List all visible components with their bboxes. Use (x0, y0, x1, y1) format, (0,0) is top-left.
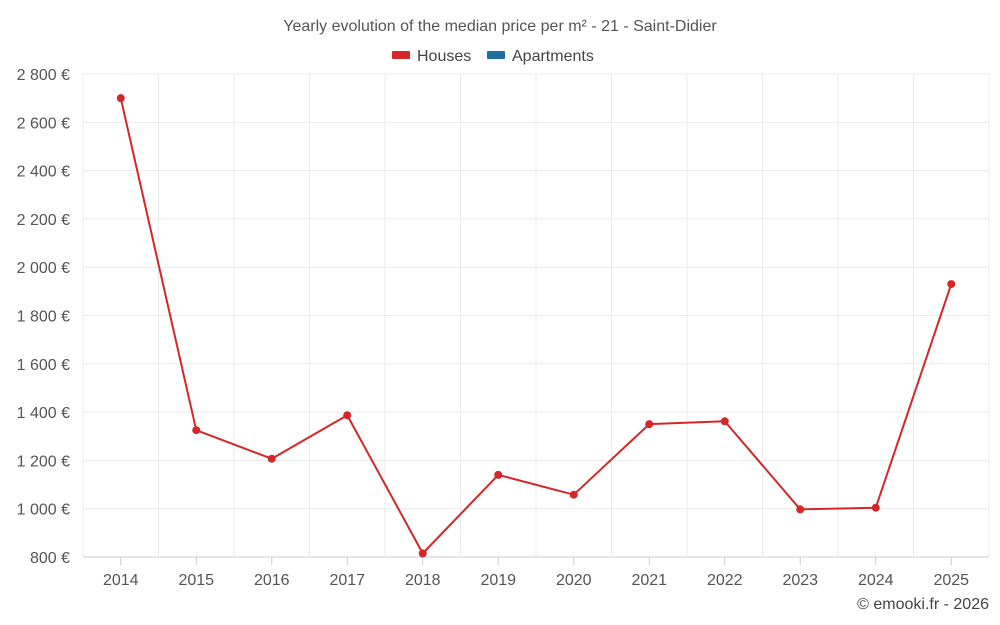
x-tick-label: 2014 (103, 572, 139, 589)
data-point[interactable] (947, 280, 956, 289)
legend[interactable]: Houses Apartments (392, 48, 594, 65)
data-point[interactable] (796, 505, 805, 514)
legend-item-apartments[interactable]: Apartments (487, 48, 594, 65)
x-tick-label: 2017 (329, 572, 365, 589)
y-tick-label: 1 000 € (17, 502, 70, 519)
data-point[interactable] (645, 420, 654, 429)
legend-label-houses: Houses (417, 48, 471, 65)
legend-label-apartments: Apartments (512, 48, 594, 65)
y-tick-label: 2 400 € (17, 164, 70, 181)
y-tick-label: 2 200 € (17, 212, 70, 229)
data-point[interactable] (720, 417, 729, 426)
data-point[interactable] (494, 470, 503, 479)
data-point[interactable] (418, 549, 427, 558)
x-tick-label: 2018 (405, 572, 441, 589)
x-tick-label: 2020 (556, 572, 592, 589)
legend-swatch-apartments (487, 51, 505, 59)
chart-title: Yearly evolution of the median price per… (283, 18, 717, 35)
grid (82, 73, 990, 558)
series-line-houses (119, 97, 953, 555)
x-tick-label: 2025 (933, 572, 969, 589)
y-tick-label: 1 400 € (17, 405, 70, 422)
x-tick-label: 2016 (254, 572, 290, 589)
legend-item-houses[interactable]: Houses (392, 48, 471, 65)
series-houses (116, 94, 956, 558)
y-tick-label: 1 600 € (17, 357, 70, 374)
y-tick-label: 800 € (30, 550, 70, 567)
y-tick-label: 2 800 € (17, 67, 70, 84)
y-tick-label: 2 000 € (17, 260, 70, 277)
y-tick-label: 1 200 € (17, 453, 70, 470)
x-tick-label: 2021 (631, 572, 667, 589)
data-point[interactable] (192, 426, 201, 435)
y-tick-label: 1 800 € (17, 309, 70, 326)
x-axis-ticks: 2014 2015 2016 2017 2018 2019 2020 2021 2022 2023… (103, 557, 969, 589)
x-tick-label: 2023 (782, 572, 818, 589)
credit-text: © emooki.fr - 2026 (857, 596, 989, 613)
data-point[interactable] (116, 94, 125, 103)
x-tick-label: 2024 (858, 572, 894, 589)
y-tick-label: 2 600 € (17, 115, 70, 132)
data-point[interactable] (267, 454, 276, 463)
legend-swatch-houses (392, 51, 410, 59)
x-tick-label: 2019 (480, 572, 516, 589)
data-point[interactable] (871, 503, 880, 512)
x-tick-label: 2022 (707, 572, 743, 589)
data-point[interactable] (343, 411, 352, 420)
y-axis-ticks: 800 € 1 000 € 1 200 € 1 400 € 1 600 € 1 800 €… (17, 67, 70, 567)
data-point[interactable] (569, 490, 578, 499)
x-tick-label: 2015 (178, 572, 214, 589)
